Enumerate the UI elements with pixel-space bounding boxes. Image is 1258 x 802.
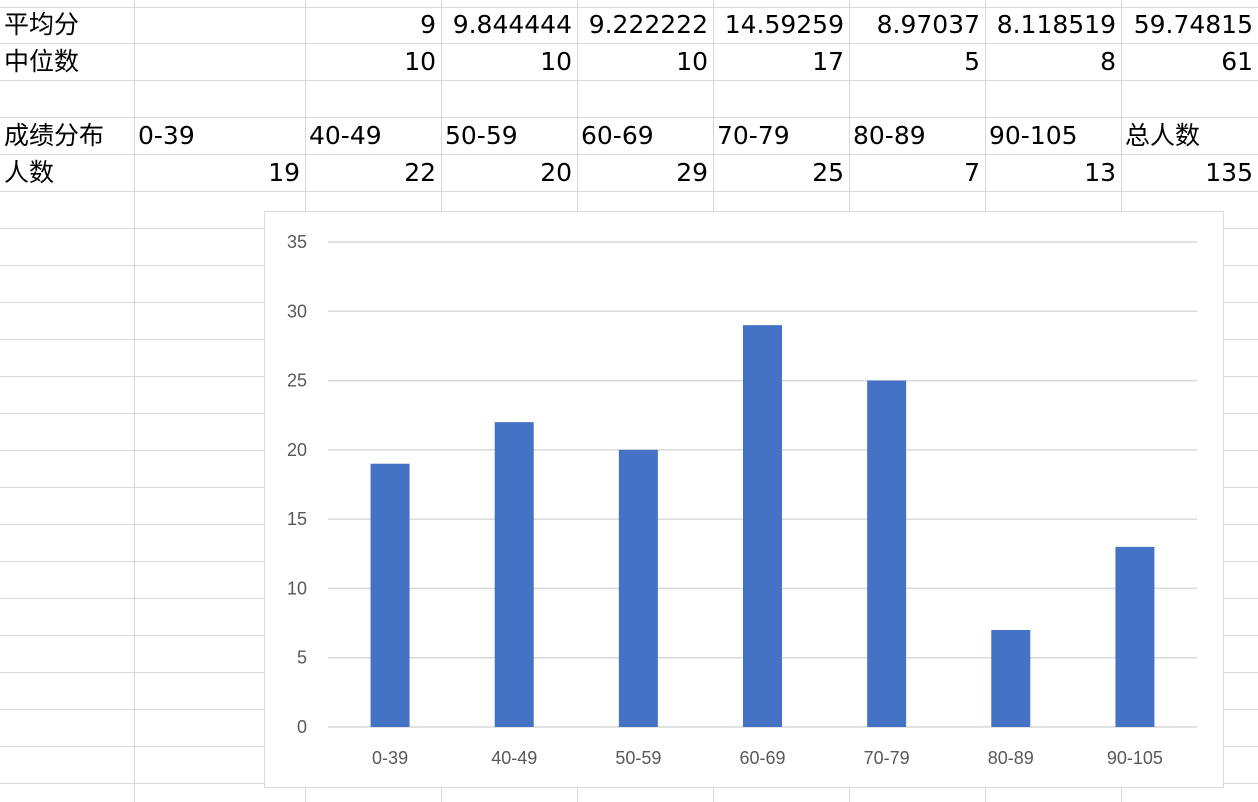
- data-cell[interactable]: 22: [404, 158, 436, 187]
- data-cell[interactable]: 50-59: [445, 121, 518, 150]
- data-cell[interactable]: 135: [1205, 158, 1253, 187]
- y-tick-label: 10: [287, 578, 307, 598]
- grid-row-line: [0, 154, 1258, 155]
- data-cell[interactable]: 20: [540, 158, 572, 187]
- x-tick-label: 50-59: [615, 748, 661, 768]
- data-cell[interactable]: 9: [420, 10, 436, 39]
- y-tick-label: 15: [287, 509, 307, 529]
- data-cell[interactable]: 9.844444: [452, 10, 572, 39]
- grid-row-line: [0, 7, 1258, 8]
- data-cell[interactable]: 90-105: [989, 121, 1078, 150]
- data-cell[interactable]: 59.74815: [1133, 10, 1253, 39]
- data-cell[interactable]: 14.59259: [724, 10, 844, 39]
- data-cell[interactable]: 10: [404, 47, 436, 76]
- bar-50-59[interactable]: [618, 449, 658, 727]
- data-cell[interactable]: 8.97037: [876, 10, 980, 39]
- data-cell[interactable]: 0-39: [138, 121, 195, 150]
- data-cell[interactable]: 29: [676, 158, 708, 187]
- data-cell[interactable]: 70-79: [717, 121, 790, 150]
- data-cell[interactable]: 5: [964, 47, 980, 76]
- data-cell[interactable]: 总人数: [1125, 121, 1201, 150]
- bar-60-69[interactable]: [743, 325, 782, 727]
- grid-row-line: [0, 191, 1258, 192]
- x-tick-label: 40-49: [491, 748, 537, 768]
- row-label-cell[interactable]: 人数: [4, 158, 55, 187]
- y-tick-label: 35: [287, 232, 307, 252]
- data-cell[interactable]: 80-89: [853, 121, 926, 150]
- data-cell[interactable]: 10: [540, 47, 572, 76]
- bar-70-79[interactable]: [867, 380, 907, 727]
- data-cell[interactable]: 8: [1100, 47, 1116, 76]
- data-cell[interactable]: 13: [1084, 158, 1116, 187]
- grid-column-line: [134, 0, 135, 802]
- y-tick-label: 20: [287, 440, 307, 460]
- y-tick-label: 25: [287, 371, 307, 391]
- x-tick-label: 0-39: [372, 748, 408, 768]
- bar-90-105[interactable]: [1115, 546, 1155, 727]
- grid-row-line: [0, 117, 1258, 118]
- x-tick-label: 70-79: [864, 748, 910, 768]
- bar-40-49[interactable]: [494, 422, 534, 727]
- bar-0-39[interactable]: [370, 463, 410, 727]
- row-label-cell[interactable]: 平均分: [4, 10, 80, 39]
- x-tick-label: 60-69: [739, 748, 785, 768]
- data-cell[interactable]: 7: [964, 158, 980, 187]
- row-label-cell[interactable]: 中位数: [4, 47, 80, 76]
- grid-row-line: [0, 43, 1258, 44]
- x-tick-label: 90-105: [1107, 748, 1163, 768]
- data-cell[interactable]: 19: [268, 158, 300, 187]
- y-tick-label: 5: [297, 648, 307, 668]
- y-tick-label: 30: [287, 301, 307, 321]
- row-label-cell[interactable]: 成绩分布: [4, 121, 105, 150]
- grid-row-line: [0, 80, 1258, 81]
- data-cell[interactable]: 40-49: [309, 121, 382, 150]
- bar-80-89[interactable]: [991, 630, 1031, 727]
- data-cell[interactable]: 25: [812, 158, 844, 187]
- data-cell[interactable]: 9.222222: [588, 10, 708, 39]
- bar-chart[interactable]: 0 5 10 15 20 25 30 35 0-39 40-49 50-59 60-69 70-79 80…: [264, 211, 1224, 788]
- data-cell[interactable]: 61: [1221, 47, 1253, 76]
- data-cell[interactable]: 8.118519: [996, 10, 1116, 39]
- x-tick-label: 80-89: [988, 748, 1034, 768]
- data-cell[interactable]: 60-69: [581, 121, 654, 150]
- y-tick-label: 0: [297, 717, 307, 737]
- data-cell[interactable]: 10: [676, 47, 708, 76]
- data-cell[interactable]: 17: [812, 47, 844, 76]
- bar-chart-svg: 0 5 10 15 20 25 30 35 0-39 40-49 50-59 60-69 70-79 80…: [287, 232, 1197, 768]
